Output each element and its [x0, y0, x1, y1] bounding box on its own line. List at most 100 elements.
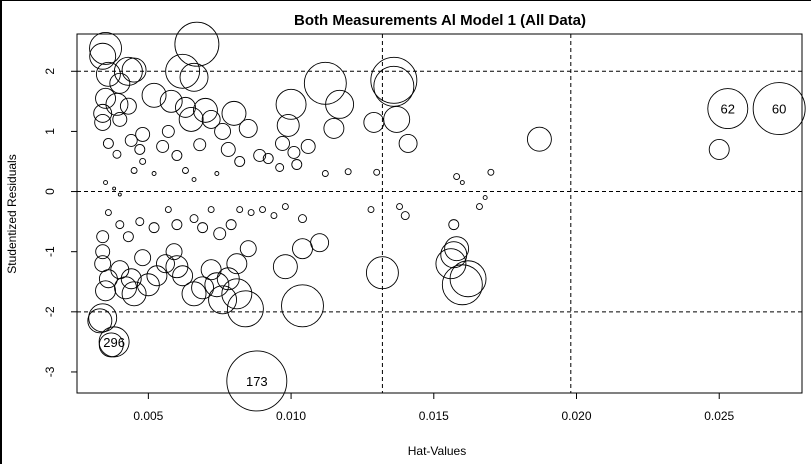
data-point — [208, 285, 238, 315]
data-point — [226, 290, 264, 328]
reference-lines — [77, 34, 802, 393]
point-label: 60 — [772, 102, 786, 117]
x-axis-label: Hat-Values — [408, 444, 466, 458]
data-point — [98, 332, 124, 358]
data-point — [453, 173, 461, 180]
data-point — [526, 126, 552, 152]
data-point — [134, 249, 152, 267]
data-point — [182, 167, 189, 174]
data-point — [276, 113, 300, 137]
data-point — [253, 149, 267, 162]
data-point — [270, 212, 278, 220]
point-label: 62 — [721, 102, 735, 117]
data-point — [247, 209, 255, 217]
data-point — [487, 168, 495, 176]
data-point — [476, 203, 483, 211]
data-point — [171, 219, 183, 231]
y-axis: -3 -2 -1 0 1 2 — [43, 68, 77, 377]
data-point — [119, 97, 137, 115]
x-tick-label: 0.020 — [561, 409, 591, 423]
data-point — [214, 122, 232, 140]
data-point — [93, 103, 113, 123]
data-point — [448, 219, 460, 231]
plot-box — [76, 33, 803, 394]
data-point — [124, 133, 138, 147]
data-point — [191, 276, 215, 300]
data-point — [298, 214, 307, 224]
data-point — [200, 259, 222, 281]
x-tick-label: 0.015 — [419, 409, 449, 423]
data-point — [95, 61, 121, 87]
data-point — [139, 158, 147, 165]
data-point — [121, 281, 147, 307]
data-point — [156, 254, 175, 274]
data-point — [197, 222, 209, 234]
x-tick-label: 0.025 — [704, 409, 734, 423]
data-point — [156, 140, 170, 153]
data-point — [752, 82, 806, 136]
data-point — [225, 219, 237, 231]
data-point — [94, 113, 112, 131]
data-point — [113, 56, 143, 86]
data-point — [189, 214, 199, 224]
data-point — [300, 139, 316, 154]
data-point — [370, 56, 418, 104]
data-point — [259, 206, 266, 214]
points — [87, 21, 806, 412]
data-point — [435, 248, 467, 280]
data-point — [238, 118, 258, 138]
data-point — [310, 233, 330, 253]
data-point — [134, 144, 146, 155]
data-point — [214, 171, 220, 176]
data-point — [87, 308, 113, 334]
data-point — [321, 170, 329, 177]
data-point — [165, 255, 189, 279]
data-point — [148, 222, 160, 234]
data-point — [344, 168, 352, 176]
data-point — [373, 65, 415, 107]
data-point — [172, 265, 194, 287]
data-point — [174, 21, 220, 67]
data-point — [89, 42, 117, 70]
data-point — [175, 96, 196, 118]
data-point — [109, 72, 131, 94]
data-point — [181, 281, 207, 307]
data-point — [164, 206, 172, 214]
data-point — [192, 97, 218, 123]
data-point — [102, 137, 114, 149]
data-point — [120, 268, 142, 290]
data-point — [441, 264, 483, 306]
data-point — [303, 61, 347, 105]
data-point — [130, 167, 138, 174]
point-labels: 62 60 296 173 — [103, 102, 786, 389]
data-point — [221, 278, 253, 310]
data-point — [193, 138, 207, 152]
data-point — [234, 156, 246, 167]
data-point — [220, 142, 236, 157]
data-point — [159, 89, 183, 113]
data-point — [95, 87, 116, 109]
data-point — [367, 206, 375, 214]
data-point — [105, 92, 129, 116]
y-tick-label: 1 — [43, 128, 57, 135]
data-point — [449, 260, 487, 298]
data-point — [161, 124, 175, 138]
data-point — [88, 303, 118, 333]
data-point — [207, 206, 215, 214]
point-label: 173 — [246, 374, 268, 389]
data-point — [707, 88, 749, 130]
data-point — [201, 109, 221, 129]
data-point — [396, 203, 403, 211]
y-tick-label: -3 — [43, 366, 57, 377]
data-point — [239, 240, 257, 258]
data-point — [135, 217, 145, 227]
point-label: 296 — [103, 335, 125, 350]
data-point — [121, 57, 147, 83]
chart-title: Both Measurements Al Model 1 (All Data) — [294, 12, 586, 29]
y-tick-label: -2 — [43, 306, 57, 317]
data-point — [95, 244, 111, 260]
data-point — [122, 231, 134, 243]
data-point — [89, 31, 122, 65]
data-point — [221, 100, 247, 126]
data-point — [141, 82, 167, 108]
